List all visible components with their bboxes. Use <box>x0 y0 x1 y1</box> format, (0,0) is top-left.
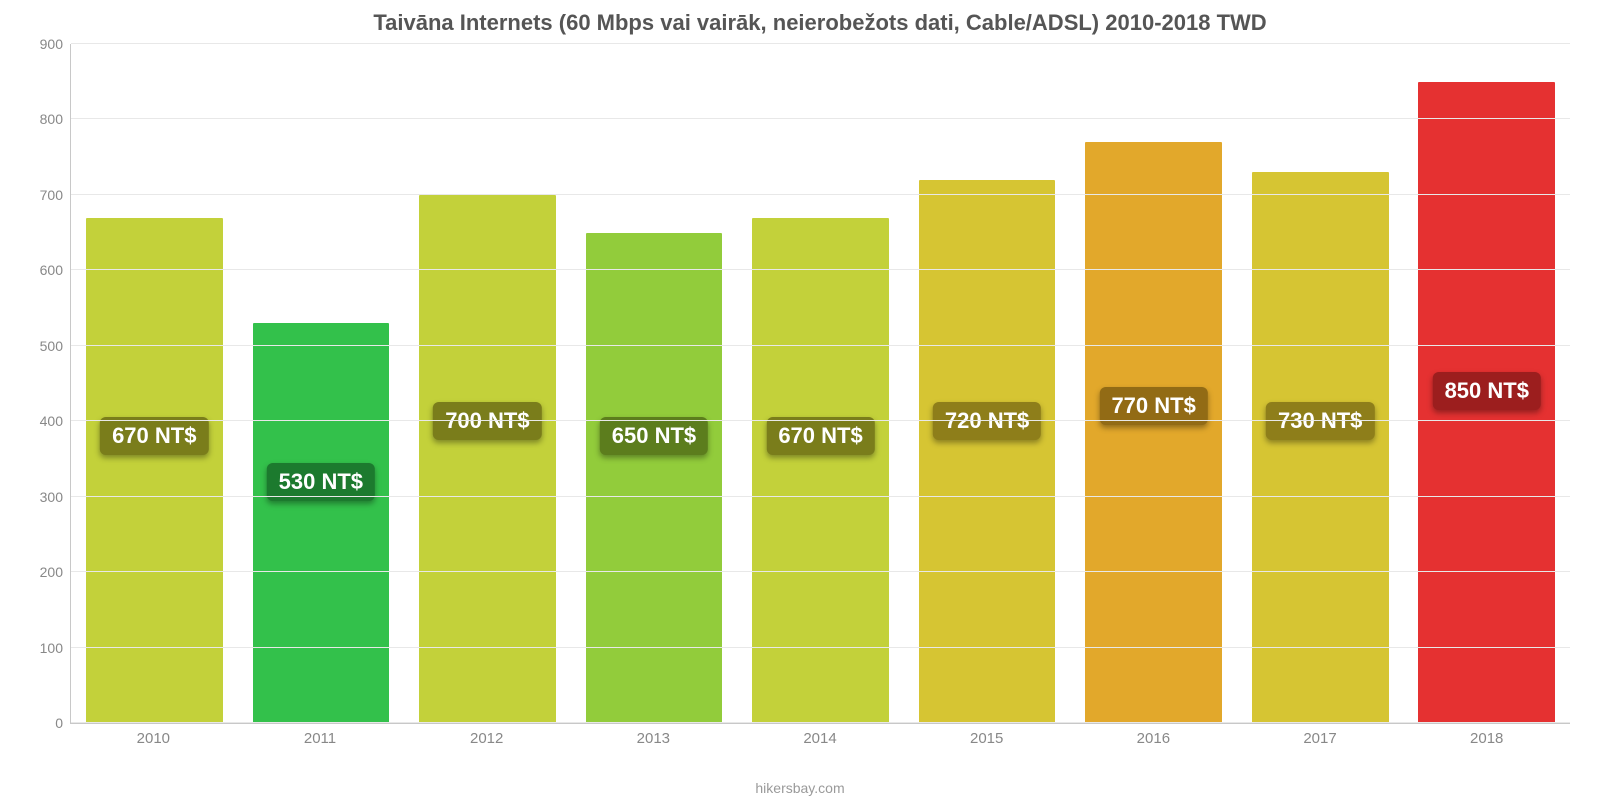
gridline: 700 <box>71 194 1570 195</box>
bar-slot: 770 NT$ <box>1070 44 1237 723</box>
gridline: 800 <box>71 118 1570 119</box>
bar: 720 NT$ <box>919 180 1056 723</box>
gridline: 500 <box>71 345 1570 346</box>
bar-slot: 850 NT$ <box>1404 44 1571 723</box>
bar-slot: 670 NT$ <box>71 44 238 723</box>
bar-slot: 720 NT$ <box>904 44 1071 723</box>
bar: 850 NT$ <box>1418 82 1555 723</box>
gridline: 600 <box>71 269 1570 270</box>
x-axis-labels: 201020112012201320142015201620172018 <box>70 730 1570 747</box>
plot-area: 670 NT$ 530 NT$ 700 NT$ 650 NT$ 670 NT$ 720 N… <box>70 44 1570 724</box>
bar-slot: 730 NT$ <box>1237 44 1404 723</box>
x-tick-label: 2011 <box>237 730 404 747</box>
y-tick-label: 700 <box>40 187 71 203</box>
value-badge: 700 NT$ <box>433 402 541 440</box>
gridline: 300 <box>71 496 1570 497</box>
bar: 730 NT$ <box>1252 172 1389 723</box>
x-tick-label: 2017 <box>1237 730 1404 747</box>
y-tick-label: 500 <box>40 338 71 354</box>
x-tick-label: 2016 <box>1070 730 1237 747</box>
bar: 700 NT$ <box>419 195 556 723</box>
value-badge: 670 NT$ <box>100 417 208 455</box>
y-tick-label: 300 <box>40 489 71 505</box>
gridline: 200 <box>71 571 1570 572</box>
x-tick-label: 2013 <box>570 730 737 747</box>
x-tick-label: 2012 <box>403 730 570 747</box>
x-tick-label: 2014 <box>737 730 904 747</box>
y-tick-label: 0 <box>55 715 71 731</box>
y-tick-label: 400 <box>40 413 71 429</box>
bar-slot: 700 NT$ <box>404 44 571 723</box>
value-badge: 730 NT$ <box>1266 402 1374 440</box>
value-badge: 670 NT$ <box>766 417 874 455</box>
value-badge: 720 NT$ <box>933 402 1041 440</box>
y-tick-label: 900 <box>40 36 71 52</box>
chart-title: Taivāna Internets (60 Mbps vai vairāk, n… <box>70 10 1570 36</box>
bar-slot: 530 NT$ <box>238 44 405 723</box>
y-tick-label: 200 <box>40 564 71 580</box>
x-tick-label: 2015 <box>903 730 1070 747</box>
x-tick-label: 2018 <box>1403 730 1570 747</box>
value-badge: 850 NT$ <box>1433 372 1541 410</box>
gridline: 100 <box>71 647 1570 648</box>
y-tick-label: 800 <box>40 111 71 127</box>
x-tick-label: 2010 <box>70 730 237 747</box>
bar: 770 NT$ <box>1085 142 1222 723</box>
bar-slot: 670 NT$ <box>737 44 904 723</box>
gridline: 0 <box>71 722 1570 723</box>
y-tick-label: 600 <box>40 262 71 278</box>
bar: 530 NT$ <box>253 323 390 723</box>
bar-slot: 650 NT$ <box>571 44 738 723</box>
gridline: 900 <box>71 43 1570 44</box>
bars-layer: 670 NT$ 530 NT$ 700 NT$ 650 NT$ 670 NT$ 720 N… <box>71 44 1570 723</box>
bar: 650 NT$ <box>586 233 723 723</box>
chart-container: Taivāna Internets (60 Mbps vai vairāk, n… <box>0 0 1600 800</box>
source-attribution: hikersbay.com <box>755 780 844 796</box>
value-badge: 650 NT$ <box>600 417 708 455</box>
gridline: 400 <box>71 420 1570 421</box>
y-tick-label: 100 <box>40 640 71 656</box>
